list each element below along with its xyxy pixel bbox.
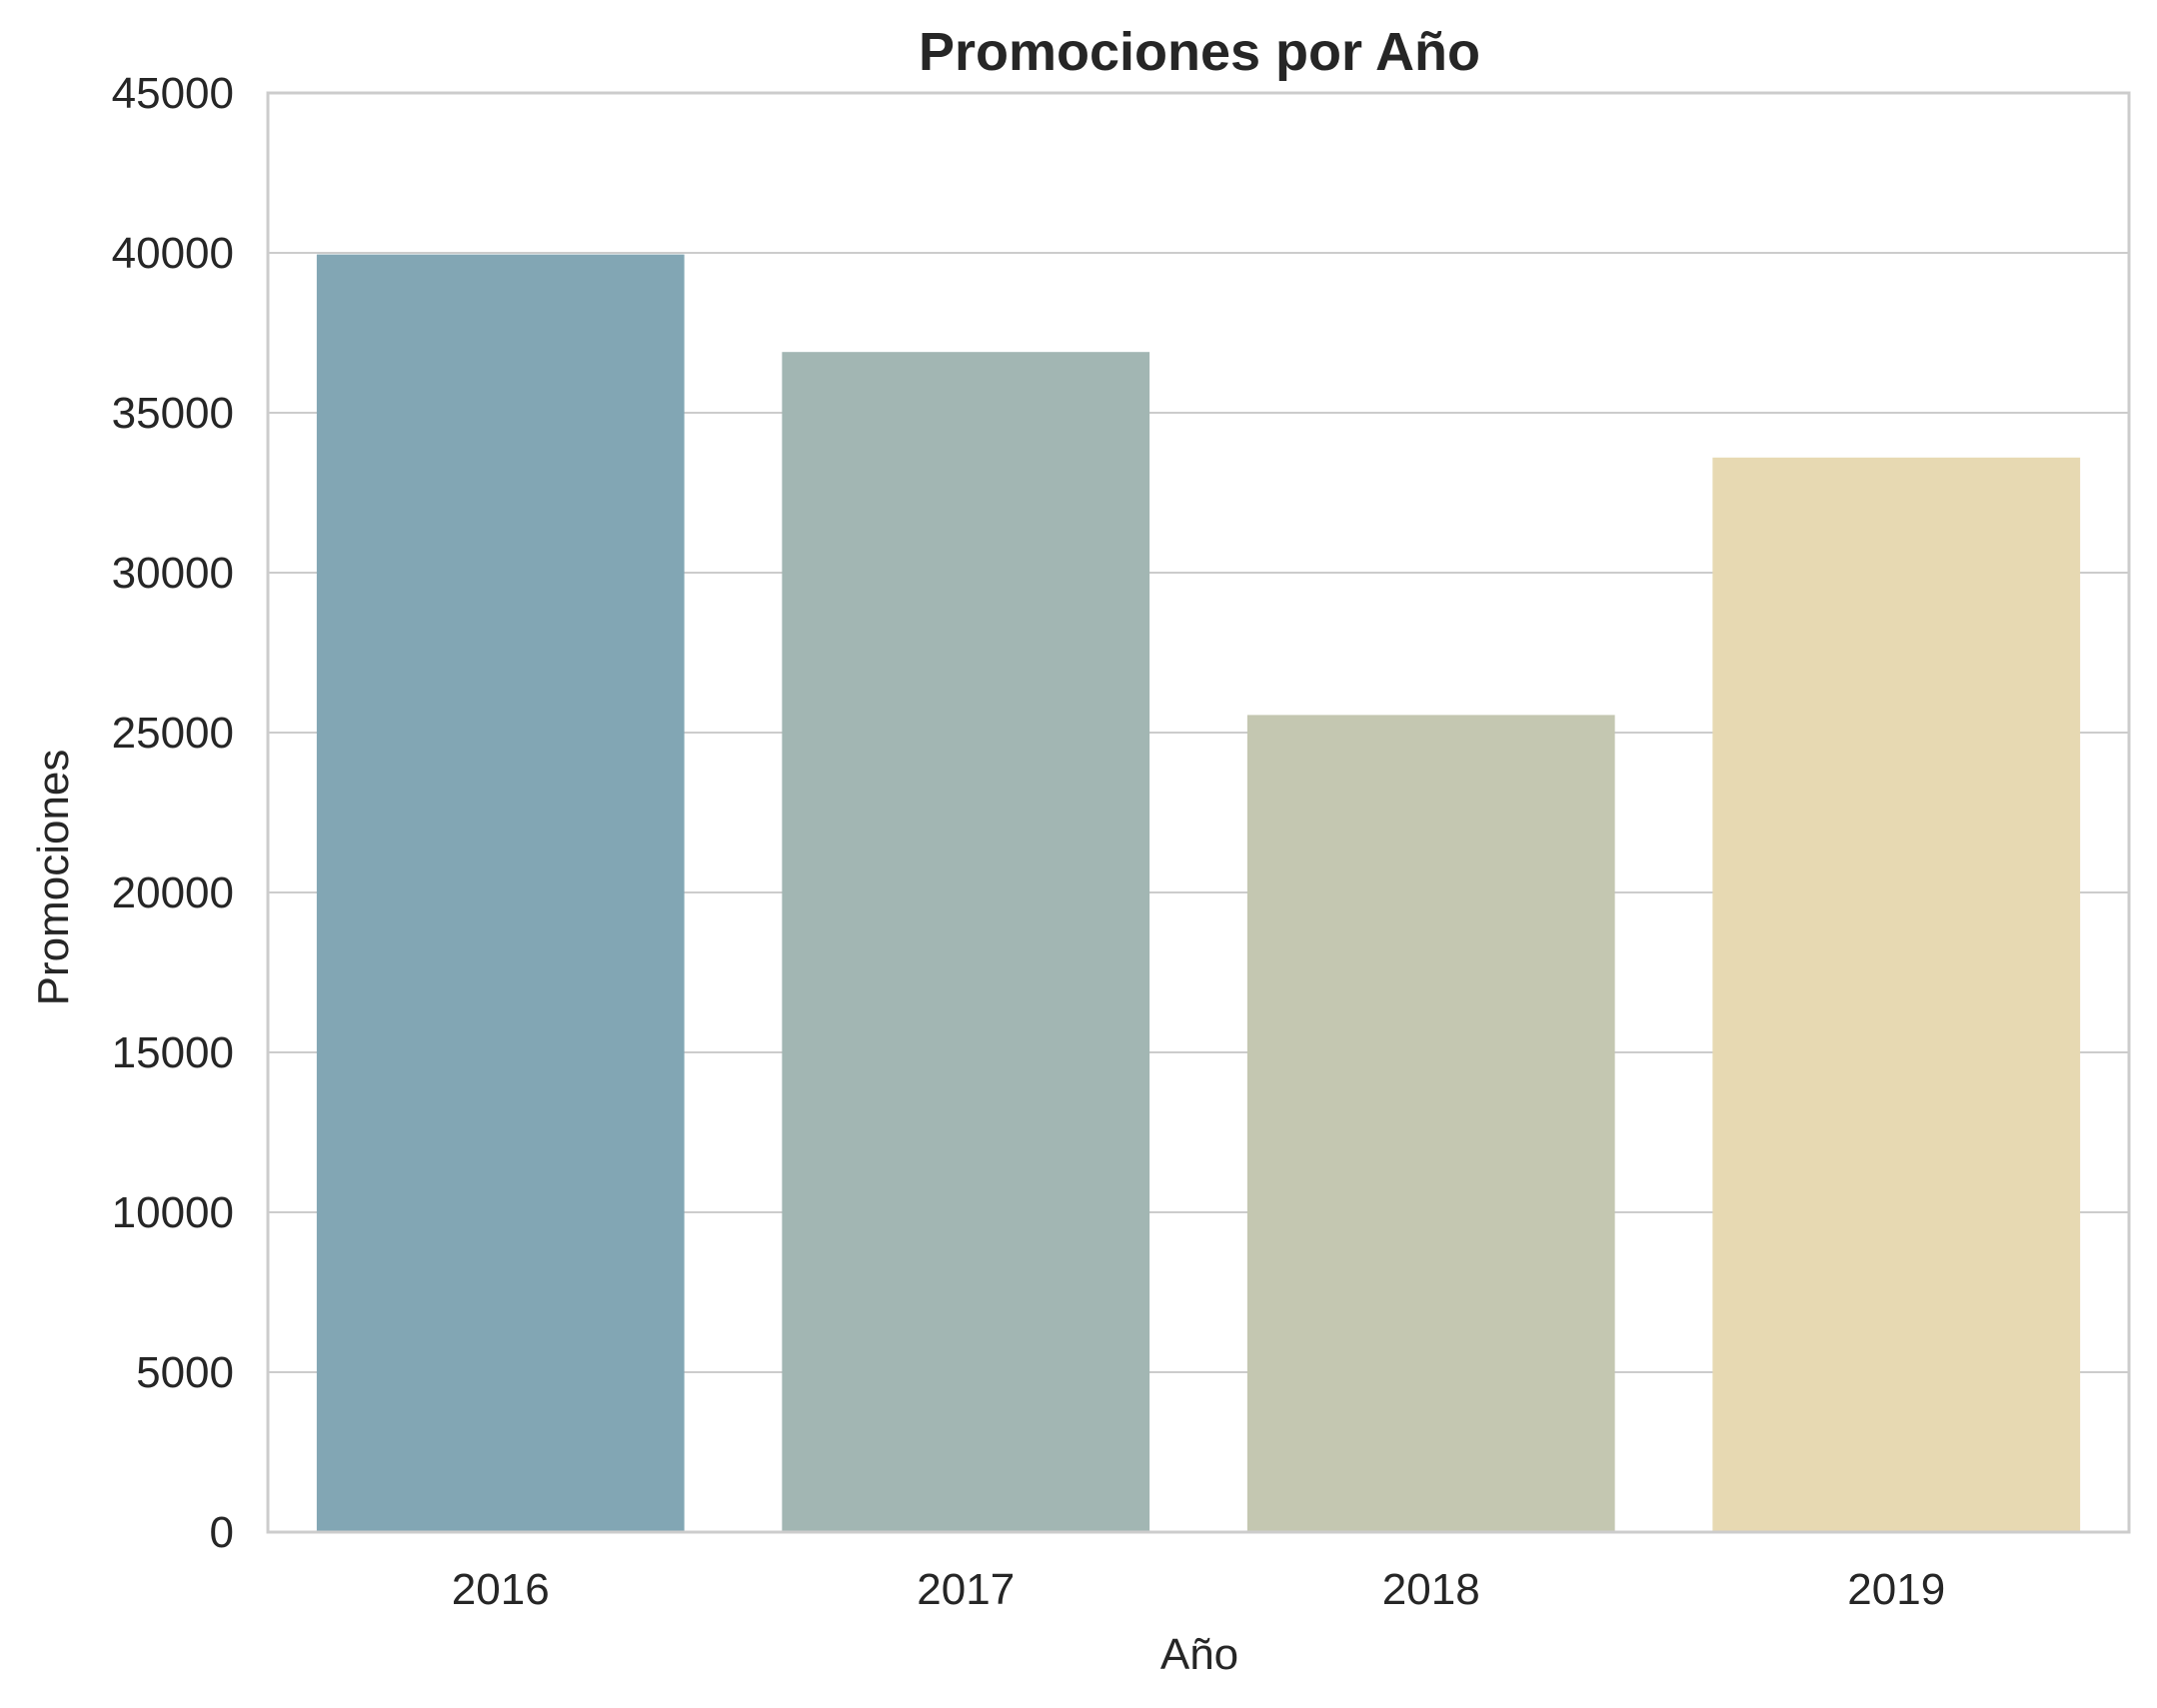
y-tick-labels: 0 5000 10000 15000 20000 25000 30000 35000 40000… (112, 69, 234, 1557)
x-tick-label: 2016 (452, 1565, 550, 1614)
bar-2017 (782, 352, 1150, 1533)
y-tick-label: 45000 (112, 69, 234, 118)
y-tick-label: 5000 (136, 1348, 234, 1397)
x-axis-title: Año (1160, 1630, 1238, 1679)
bar-2016 (316, 254, 685, 1533)
y-axis-title: Promociones (29, 750, 78, 1006)
y-tick-label: 10000 (112, 1188, 234, 1237)
bar-2018 (1246, 715, 1615, 1532)
bar-2019 (1712, 457, 2081, 1532)
chart-title: Promociones por Año (919, 22, 1480, 82)
x-tick-labels: 2016 2017 2018 2019 (452, 1565, 1945, 1614)
plot-frame (266, 91, 2131, 1534)
y-tick-label: 30000 (112, 549, 234, 598)
y-tick-label: 40000 (112, 229, 234, 278)
bars (316, 254, 2081, 1533)
y-tick-label: 25000 (112, 709, 234, 758)
x-tick-label: 2019 (1847, 1565, 1945, 1614)
y-tick-label: 15000 (112, 1028, 234, 1077)
y-tick-label: 0 (210, 1508, 234, 1557)
y-tick-label: 20000 (112, 868, 234, 917)
y-tick-label: 35000 (112, 389, 234, 438)
x-tick-label: 2017 (917, 1565, 1015, 1614)
x-tick-label: 2018 (1382, 1565, 1480, 1614)
